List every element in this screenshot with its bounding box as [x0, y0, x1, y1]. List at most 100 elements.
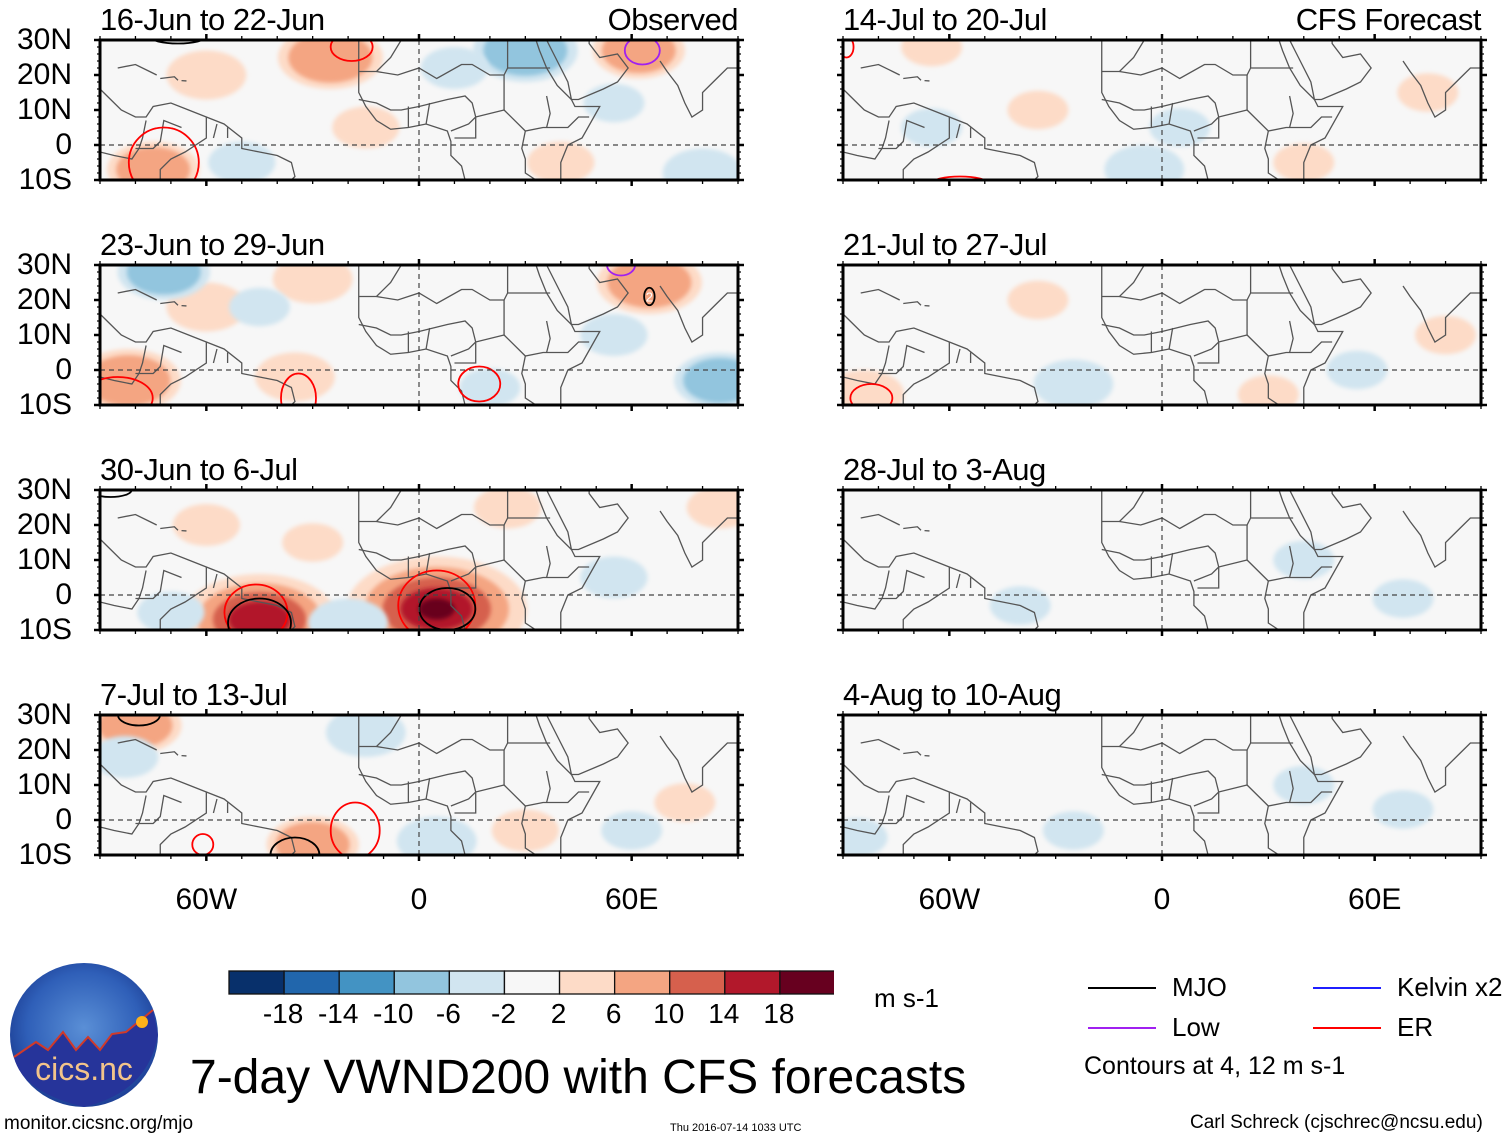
coastline [159, 342, 207, 405]
colorbar-swatch [283, 970, 340, 995]
coastline [1197, 792, 1220, 814]
coastline [535, 265, 601, 405]
anomaly-shading [580, 556, 648, 599]
y-tick-label: 10S [18, 388, 72, 421]
map-panel-fc3 [837, 484, 1487, 636]
x-tick-label: 60W [175, 883, 238, 916]
coastline [902, 567, 950, 630]
coastline [1197, 567, 1220, 589]
colorbar-tick-label: 10 [653, 998, 685, 1029]
anomaly-shading [255, 352, 335, 402]
y-tick-label: 10N [16, 768, 72, 801]
panel-title: 21-Jul to 27-Jul [843, 227, 1047, 262]
coastline [546, 715, 629, 776]
x-tick-label: 0 [410, 883, 428, 916]
coastline [1278, 490, 1344, 630]
coastline [902, 117, 950, 180]
coastline [659, 60, 738, 118]
contour-mjo [643, 286, 656, 307]
coastline [1168, 327, 1174, 350]
map-background [843, 490, 1481, 630]
coastline [1119, 40, 1252, 80]
anomaly-shading [1033, 359, 1114, 405]
footer-timestamp: Thu 2016-07-14 1033 UTC [670, 1122, 802, 1134]
coastline [212, 123, 218, 139]
y-tick-label: 30N [16, 248, 72, 281]
y-tick-label: 10N [16, 543, 72, 576]
y-tick-label: 10N [16, 93, 72, 126]
coastline [521, 355, 537, 405]
coastline [843, 570, 890, 610]
contour-er [843, 40, 855, 59]
colorbar-swatch [613, 970, 671, 995]
coastline [160, 751, 179, 756]
colorbar-tick-label: 18 [763, 998, 795, 1029]
contour-er [933, 175, 987, 180]
anomaly-shading [1007, 90, 1069, 130]
anomaly-shading [332, 106, 400, 149]
colorbar-swatch [338, 970, 395, 995]
coastline [1288, 770, 1294, 803]
y-tick-label: 10N [16, 318, 72, 351]
y-tick-label: 0 [55, 803, 72, 836]
coastline [212, 348, 218, 364]
colorbar-swatch [669, 970, 726, 995]
cics-logo-icon: cics.nc [10, 963, 158, 1107]
coastline [135, 569, 182, 600]
y-tick-label: 30N [16, 698, 72, 731]
y-tick-label: 10S [18, 613, 72, 646]
coastline [1168, 777, 1174, 800]
panel-title: 16-Jun to 22-Jun [100, 2, 325, 37]
anomaly-shading [100, 736, 159, 778]
anomaly-shading [1042, 811, 1104, 850]
coastline [659, 285, 738, 343]
coastline [1289, 40, 1372, 101]
y-tick-label: 20N [16, 283, 72, 316]
coastline [1101, 715, 1145, 748]
coastline [160, 301, 179, 306]
colorbar-swatch [393, 970, 451, 995]
coastline [159, 117, 207, 180]
y-tick-label: 0 [55, 128, 72, 161]
coastline [1402, 60, 1481, 118]
coastline [546, 490, 629, 551]
coastline [212, 573, 218, 589]
y-tick-label: 0 [55, 578, 72, 611]
coastline [503, 559, 590, 582]
contour-label: 2 [646, 290, 653, 305]
anomaly-shading [229, 287, 290, 327]
colorbar-tick-label: -2 [491, 998, 516, 1029]
coastline [100, 795, 147, 835]
coastline [425, 102, 431, 125]
footer-url[interactable]: monitor.cicsnc.org/mjo [4, 1113, 194, 1134]
column-header-right: CFS Forecast [1295, 2, 1482, 37]
legend-swatch-kelvin [1313, 987, 1381, 989]
coastline [100, 345, 147, 385]
contour-mjo [100, 490, 133, 498]
coastline [1288, 320, 1294, 353]
coastline [1101, 750, 1248, 793]
y-tick-label: 0 [55, 353, 72, 386]
x-tick-label: 60E [1347, 883, 1402, 916]
coastline [1288, 95, 1294, 128]
anomaly-shading [459, 368, 521, 405]
coastline [1264, 355, 1280, 405]
panel-title: 7-Jul to 13-Jul [100, 677, 288, 712]
contour-mjo [117, 715, 161, 727]
coastline [135, 119, 182, 150]
coastline [1168, 552, 1174, 575]
coastline [376, 265, 509, 305]
anomaly-shading [527, 141, 595, 180]
anomaly-shading [1372, 579, 1434, 618]
coastline [843, 345, 890, 385]
coastline [358, 75, 505, 118]
contour-er [457, 365, 502, 403]
anomaly-shading [325, 715, 406, 757]
coastline [1288, 545, 1294, 578]
colorbar-tick-label: -6 [435, 998, 461, 1029]
anomaly-shading [583, 83, 645, 123]
contour-er [127, 126, 200, 180]
coastline [212, 798, 218, 814]
coastline [117, 63, 157, 76]
map-panel-obs3 [94, 484, 744, 636]
